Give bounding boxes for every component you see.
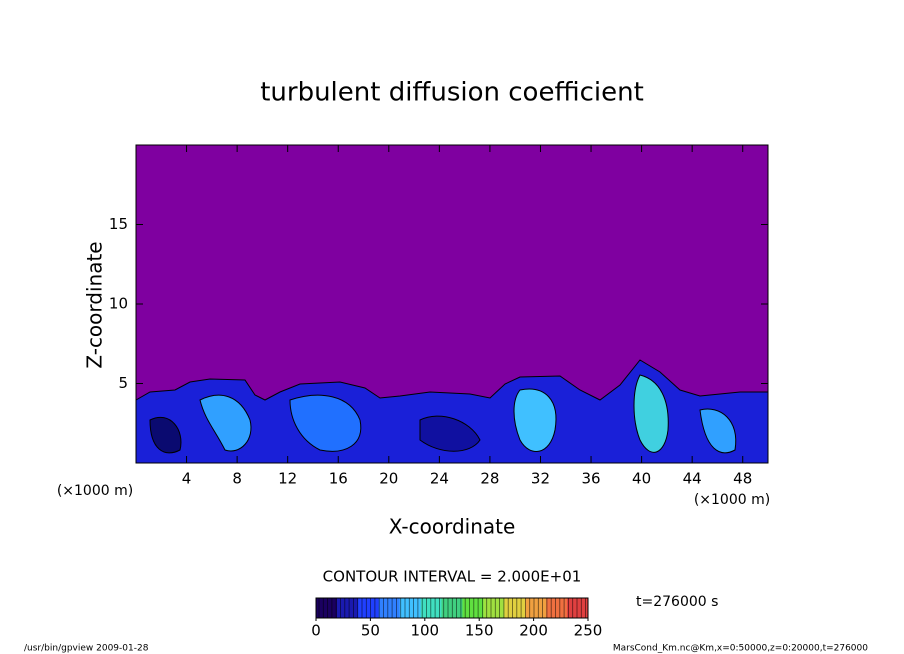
time-label: t=276000 s <box>636 594 718 610</box>
colorbar-segment <box>420 598 443 618</box>
colorbar-segment <box>357 598 380 618</box>
colorbar-tick-label: 200 <box>519 622 548 640</box>
x-tick-label: 8 <box>232 470 242 488</box>
colorbar-segment <box>462 598 484 618</box>
x-tick-label: 32 <box>531 470 550 488</box>
colorbar-tick-label: 150 <box>465 622 494 640</box>
field-blob <box>419 415 481 452</box>
x-tick-label: 36 <box>581 470 600 488</box>
y-tick-label: 5 <box>118 374 128 392</box>
colorbar-tick-label: 100 <box>410 622 439 640</box>
colorbar-tick-label: 250 <box>574 622 603 640</box>
colorbar-segment <box>525 598 547 618</box>
x-unit-label-left: (×1000 m) <box>57 483 133 499</box>
field-blob <box>149 416 182 454</box>
colorbar-frame <box>315 597 589 619</box>
x-tick-label: 40 <box>632 470 651 488</box>
colorbar-segment <box>336 598 359 618</box>
x-unit-label-right: (×1000 m) <box>694 492 770 508</box>
colorbar-tick-label: 0 <box>311 622 321 640</box>
contour-interval: CONTOUR INTERVAL = 2.000E+01 <box>323 568 582 586</box>
x-tick-label: 20 <box>379 470 398 488</box>
colorbar-segment <box>378 598 401 618</box>
field-blob <box>199 394 252 452</box>
chart-title: turbulent diffusion coefficient <box>260 78 644 108</box>
footer-right: MarsCond_Km.nc@Km,x=0:50000,z=0:20000,t=… <box>613 644 868 654</box>
y-tick-label: 10 <box>109 295 128 313</box>
field-blob <box>699 408 737 454</box>
x-tick-label: 44 <box>683 470 702 488</box>
x-axis-label: X-coordinate <box>389 515 516 539</box>
x-tick-label: 28 <box>480 470 499 488</box>
field-blob <box>289 394 362 452</box>
x-tick-label: 48 <box>733 470 752 488</box>
colorbar-segment <box>504 598 526 618</box>
footer-left: /usr/bin/gpview 2009-01-28 <box>24 644 149 654</box>
field-layer <box>135 359 769 464</box>
y-tick-label: 15 <box>109 215 128 233</box>
x-tick-label: 16 <box>329 470 348 488</box>
x-tick-label: 12 <box>278 470 297 488</box>
x-tick-label: 24 <box>430 470 449 488</box>
field-blob <box>513 388 557 452</box>
field-blob <box>633 374 669 453</box>
x-tick-label: 4 <box>182 470 192 488</box>
y-axis-label: Z-coordinate <box>83 241 107 368</box>
colorbar-tick-label: 50 <box>361 622 380 640</box>
